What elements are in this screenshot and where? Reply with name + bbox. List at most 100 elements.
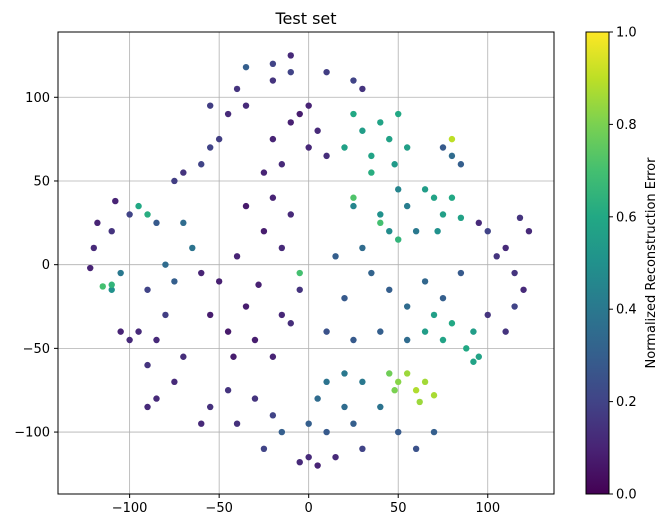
scatter-point xyxy=(520,286,527,293)
scatter-point xyxy=(224,110,232,118)
scatter-point xyxy=(153,219,160,227)
scatter-point xyxy=(144,211,151,218)
scatter-point xyxy=(207,144,214,151)
scatter-point xyxy=(502,244,509,252)
scatter-point xyxy=(439,336,447,344)
scatter-point xyxy=(287,211,294,218)
scatter-point xyxy=(323,152,330,160)
scatter-point xyxy=(269,135,277,143)
colorbar-tick-label: 0.2 xyxy=(616,395,637,410)
scatter-point xyxy=(412,387,420,394)
scatter-point xyxy=(448,152,456,160)
scatter-point xyxy=(112,197,119,205)
scatter-point xyxy=(278,311,286,319)
scatter-point xyxy=(135,202,142,210)
data-points xyxy=(87,52,533,469)
scatter-point xyxy=(144,286,151,293)
scatter-point xyxy=(368,152,375,160)
scatter-point xyxy=(278,428,286,436)
scatter-point xyxy=(416,398,423,406)
colorbar-tick-label: 0.4 xyxy=(616,303,637,318)
scatter-point xyxy=(359,378,366,386)
scatter-point xyxy=(439,294,447,302)
scatter-point xyxy=(242,102,250,109)
scatter-point xyxy=(224,328,232,335)
scatter-point xyxy=(448,320,456,327)
scatter-point xyxy=(386,135,393,143)
scatter-point xyxy=(108,286,115,293)
scatter-point xyxy=(296,110,303,118)
scatter-point xyxy=(171,177,178,185)
x-tick-label: 0 xyxy=(305,501,313,516)
scatter-point xyxy=(260,169,268,176)
scatter-point xyxy=(350,202,357,210)
scatter-point xyxy=(439,211,447,218)
scatter-point xyxy=(457,269,465,277)
scatter-point xyxy=(516,214,524,222)
x-tick-label: −50 xyxy=(205,501,232,516)
scatter-point xyxy=(457,161,465,168)
plot-frame xyxy=(57,31,555,495)
scatter-point xyxy=(484,311,491,319)
y-tick-label: 0 xyxy=(42,258,50,273)
scatter-point xyxy=(430,194,438,201)
colorbar-tick-label: 1.0 xyxy=(616,26,637,41)
scatter-point xyxy=(350,194,357,201)
scatter-point xyxy=(350,110,357,118)
scatter-point xyxy=(525,227,533,235)
scatter-point xyxy=(493,253,500,260)
scatter-point xyxy=(171,278,178,285)
scatter-point xyxy=(434,227,441,235)
scatter-point xyxy=(126,336,133,344)
scatter-point xyxy=(359,445,366,453)
scatter-point xyxy=(153,336,160,344)
scatter-point xyxy=(430,311,438,319)
scatter-point xyxy=(332,453,339,461)
scatter-point xyxy=(350,336,357,344)
scatter-point xyxy=(475,353,482,360)
scatter-point xyxy=(470,328,477,335)
scatter-point xyxy=(255,281,262,288)
scatter-point xyxy=(90,244,98,252)
y-tick-label: −50 xyxy=(23,342,50,357)
scatter-point xyxy=(391,161,398,168)
scatter-point xyxy=(207,102,214,109)
scatter-point xyxy=(341,370,348,377)
scatter-point xyxy=(230,353,237,360)
colorbar-ticks: 0.0 0.2 0.4 0.6 0.8 1.0 xyxy=(609,26,637,503)
scatter-point xyxy=(386,227,393,235)
scatter-point xyxy=(403,303,411,310)
scatter-point xyxy=(368,269,375,277)
scatter-point xyxy=(117,328,124,335)
colorbar-tick-label: 0.0 xyxy=(616,488,637,503)
scatter-point xyxy=(278,244,286,252)
scatter-point xyxy=(260,445,268,453)
scatter-point xyxy=(323,428,330,436)
scatter-point xyxy=(287,68,294,76)
scatter-point xyxy=(260,227,268,235)
x-tick-label: 100 xyxy=(475,501,500,516)
scatter-point xyxy=(314,395,321,402)
scatter-point xyxy=(403,370,411,377)
scatter-point xyxy=(215,278,223,285)
scatter-point xyxy=(448,194,456,201)
scatter-point xyxy=(421,278,429,285)
scatter-point xyxy=(278,161,286,168)
scatter-point xyxy=(430,392,438,399)
scatter-point xyxy=(403,336,411,344)
scatter-point xyxy=(470,358,477,365)
scatter-point xyxy=(439,144,447,151)
scatter-point xyxy=(296,458,303,466)
scatter-point xyxy=(475,219,482,227)
scatter-point xyxy=(233,420,241,427)
scatter-point xyxy=(224,387,232,394)
scatter-point xyxy=(412,445,420,453)
scatter-point xyxy=(314,127,321,134)
scatter-point xyxy=(341,144,348,151)
scatter-point xyxy=(421,328,429,335)
scatter-point xyxy=(502,328,509,335)
scatter-point xyxy=(198,161,205,168)
scatter-point xyxy=(233,85,241,93)
scatter-point xyxy=(395,110,402,118)
